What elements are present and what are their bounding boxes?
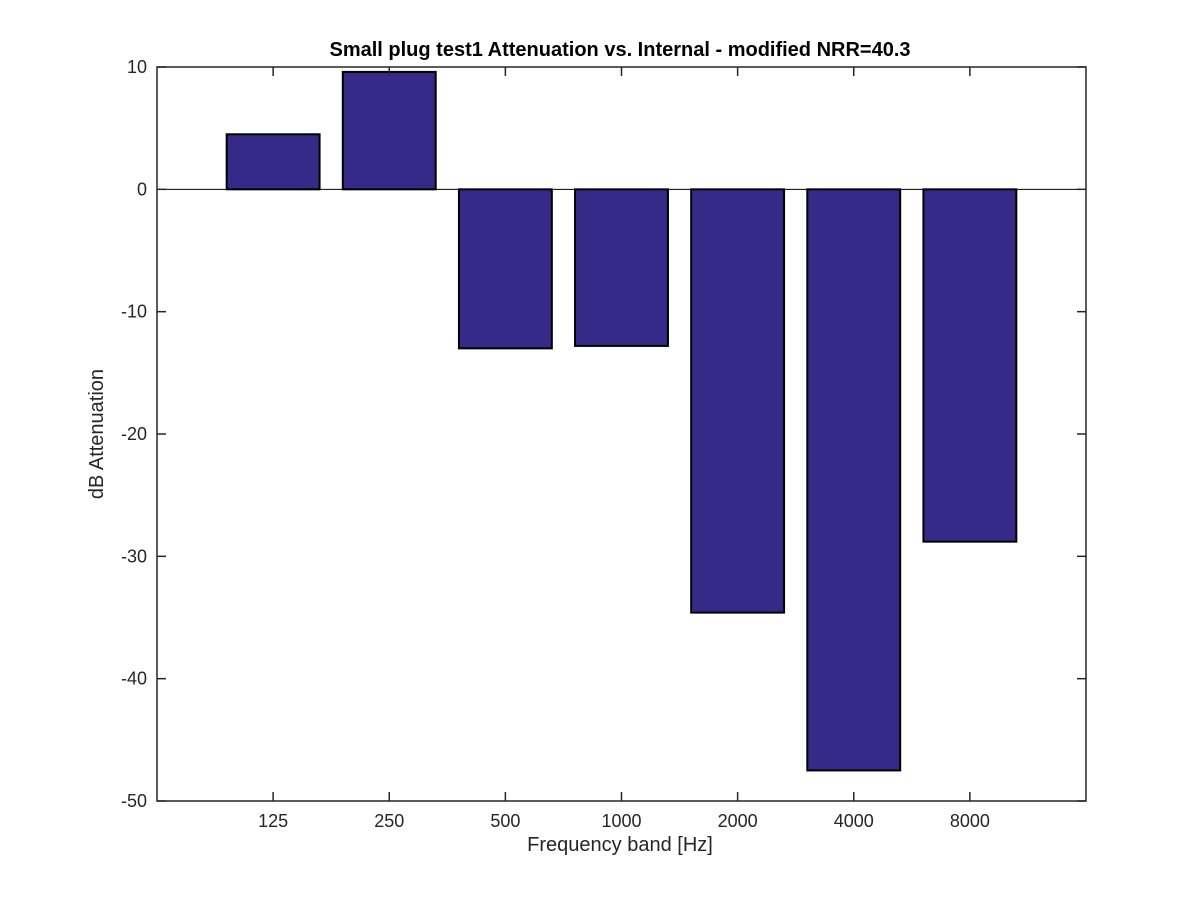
y-tick-label: -50 — [121, 791, 147, 811]
x-axis: 125 250 500 1000 2000 4000 8000 — [258, 67, 990, 831]
x-tick-label: 8000 — [950, 811, 990, 831]
x-tick-label: 250 — [374, 811, 404, 831]
bar-4000 — [806, 188, 902, 772]
x-tick-label: 125 — [258, 811, 288, 831]
x-axis-label: Frequency band [Hz] — [527, 834, 713, 856]
x-tick-label: 4000 — [834, 811, 874, 831]
y-axis: 10 0 -10 -20 -30 -40 -50 — [121, 57, 1086, 811]
chart-title: Small plug test1 Attenuation vs. Interna… — [329, 39, 910, 61]
x-tick-label: 1000 — [601, 811, 641, 831]
y-tick-label: 10 — [127, 57, 147, 77]
x-tick-label: 2000 — [718, 811, 758, 831]
y-axis-label: dB Attenuation — [86, 369, 108, 499]
bar-500 — [457, 188, 553, 350]
y-tick-label: -30 — [121, 546, 147, 566]
bar-125 — [225, 133, 321, 191]
bar-8000 — [922, 188, 1018, 543]
y-tick-label: -10 — [121, 302, 147, 322]
x-tick-label: 500 — [490, 811, 520, 831]
y-tick-label: -20 — [121, 424, 147, 444]
y-tick-label: -40 — [121, 669, 147, 689]
bar-250 — [341, 70, 437, 191]
bar-group — [225, 70, 1018, 772]
bar-1000 — [574, 188, 669, 347]
bar-2000 — [690, 188, 786, 614]
y-tick-label: 0 — [137, 179, 147, 199]
